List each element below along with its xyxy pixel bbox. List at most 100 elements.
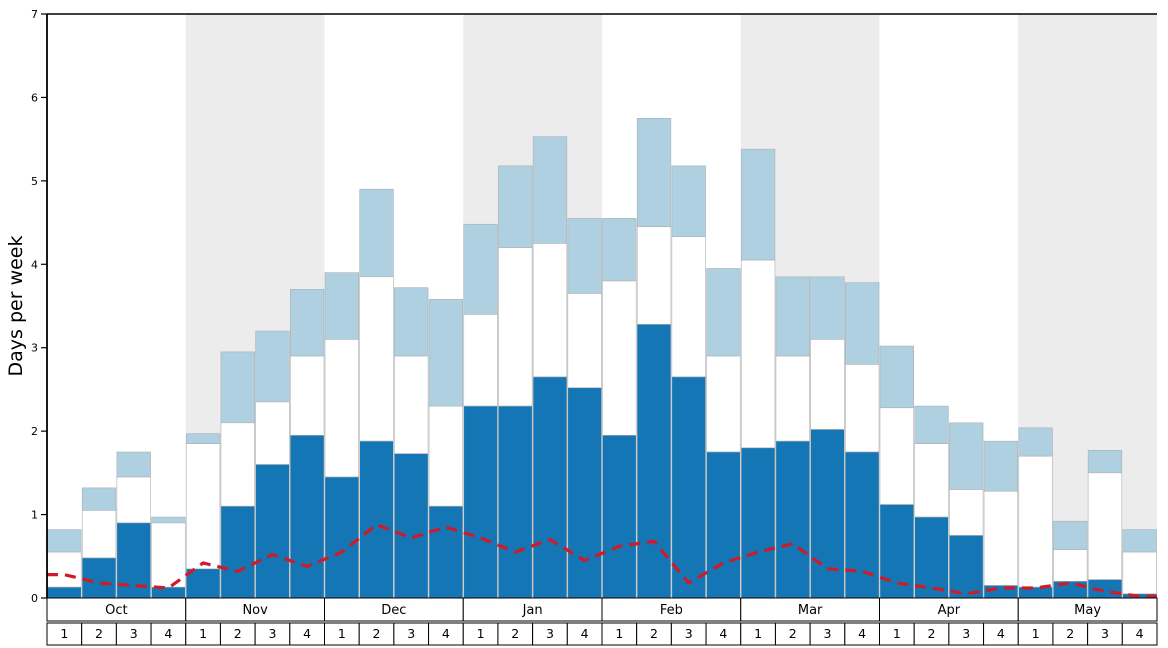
- segment-white: [255, 401, 290, 465]
- y-tick-label: 0: [31, 592, 38, 605]
- bar-jan-week1: [463, 223, 498, 599]
- month-label-nov: Nov: [242, 603, 268, 618]
- segment-dark-blue: [602, 435, 637, 599]
- bar-dec-week1: [324, 272, 359, 599]
- segment-dark-blue: [324, 476, 359, 599]
- segment-light-blue: [255, 330, 290, 403]
- segment-white: [498, 247, 533, 407]
- month-cell-may: [1017, 597, 1158, 622]
- bar-mar-week1: [740, 148, 776, 599]
- week-number-label: 2: [1066, 626, 1074, 641]
- month-label-oct: Oct: [105, 603, 127, 618]
- week-number-label: 3: [962, 626, 970, 641]
- week-number-label: 1: [60, 626, 68, 641]
- bar-may-week3: [1087, 450, 1123, 599]
- bar-apr-week1: [879, 345, 914, 599]
- week-number-label: 3: [685, 626, 693, 641]
- segment-light-blue: [47, 529, 82, 553]
- week-number-label: 1: [338, 626, 346, 641]
- bar-dec-week2: [359, 188, 394, 599]
- segment-dark-blue: [255, 464, 290, 599]
- segment-light-blue: [810, 276, 845, 340]
- segment-light-blue: [706, 268, 741, 357]
- segment-light-blue: [532, 136, 568, 244]
- bar-mar-week2: [775, 276, 810, 599]
- segment-light-blue: [290, 289, 325, 357]
- bar-feb-week3: [671, 165, 706, 599]
- y-tick-label: 3: [31, 342, 38, 355]
- segment-light-blue: [567, 218, 602, 294]
- segment-light-blue: [1087, 450, 1123, 474]
- segment-light-blue: [636, 117, 672, 228]
- segment-white: [1087, 472, 1123, 580]
- month-label-mar: Mar: [798, 603, 823, 618]
- bar-oct-week4: [151, 516, 186, 599]
- segment-dark-blue: [81, 557, 117, 599]
- week-axis-row: 1 2 3 4 1 2 3 4 1 2 3 4 1 2 3 4 1 2 3 4 1 2 3 4 1 2 3 4 1 2 3 4: [46, 622, 1158, 646]
- segment-white: [359, 276, 394, 442]
- y-tick-label: 6: [31, 91, 38, 104]
- segment-light-blue: [1018, 427, 1053, 457]
- segment-dark-blue: [185, 568, 221, 599]
- week-number-label: 4: [164, 626, 172, 641]
- y-axis: 0 1 2 3 4 5 6 7: [31, 8, 47, 605]
- segment-light-blue: [914, 405, 949, 444]
- segment-white: [151, 522, 186, 588]
- bar-feb-week1: [602, 218, 637, 599]
- segment-white: [879, 407, 914, 505]
- segment-dark-blue: [949, 535, 984, 599]
- segment-light-blue: [1122, 529, 1157, 553]
- week-number-label: 2: [650, 626, 658, 641]
- segment-white: [324, 339, 359, 478]
- week-number-label: 3: [823, 626, 831, 641]
- y-tick-label: 1: [31, 509, 38, 522]
- segment-white: [463, 314, 498, 407]
- segment-dark-blue: [394, 453, 429, 599]
- month-label-jan: Jan: [522, 603, 543, 618]
- segment-dark-blue: [463, 405, 498, 599]
- week-number-label: 2: [789, 626, 797, 641]
- bar-feb-week4: [706, 268, 741, 599]
- segment-light-blue: [775, 276, 810, 357]
- y-tick-label: 5: [31, 175, 38, 188]
- segment-white: [290, 355, 325, 436]
- week-number-label: 2: [373, 626, 381, 641]
- segment-dark-blue: [47, 586, 82, 599]
- segment-light-blue: [185, 433, 221, 444]
- segment-dark-blue: [359, 440, 394, 599]
- segment-light-blue: [394, 287, 429, 357]
- segment-light-blue: [1053, 520, 1088, 550]
- segment-light-blue: [359, 188, 394, 278]
- bar-apr-week4: [983, 440, 1019, 599]
- segment-white: [636, 226, 672, 325]
- bar-nov-week4: [290, 289, 325, 599]
- segment-dark-blue: [498, 405, 533, 599]
- red-dashed-line: [47, 522, 1157, 598]
- segment-white: [983, 490, 1019, 586]
- segment-dark-blue: [706, 451, 741, 599]
- week-number-label: 4: [1136, 626, 1144, 641]
- segment-white: [740, 259, 776, 449]
- segment-dark-blue: [775, 440, 810, 599]
- bar-mar-week3: [810, 276, 845, 599]
- week-number-label: 2: [234, 626, 242, 641]
- bar-mar-week4: [845, 282, 880, 599]
- bar-oct-week1: [47, 529, 82, 599]
- week-number-label: 3: [1101, 626, 1109, 641]
- y-tick-label: 4: [31, 258, 38, 271]
- segment-white: [914, 443, 949, 518]
- segment-white: [602, 280, 637, 436]
- segment-light-blue: [498, 165, 533, 248]
- week-number-label: 1: [199, 626, 207, 641]
- week-number-label: 1: [1032, 626, 1040, 641]
- week-number-label: 1: [477, 626, 485, 641]
- week-number-label: 3: [268, 626, 276, 641]
- week-cell: [1121, 622, 1158, 646]
- segment-dark-blue: [567, 387, 602, 599]
- segment-light-blue: [324, 272, 359, 340]
- segment-dark-blue: [290, 435, 325, 599]
- bar-jan-week4: [567, 218, 602, 599]
- week-number-label: 1: [754, 626, 762, 641]
- month-label-feb: Feb: [660, 603, 683, 618]
